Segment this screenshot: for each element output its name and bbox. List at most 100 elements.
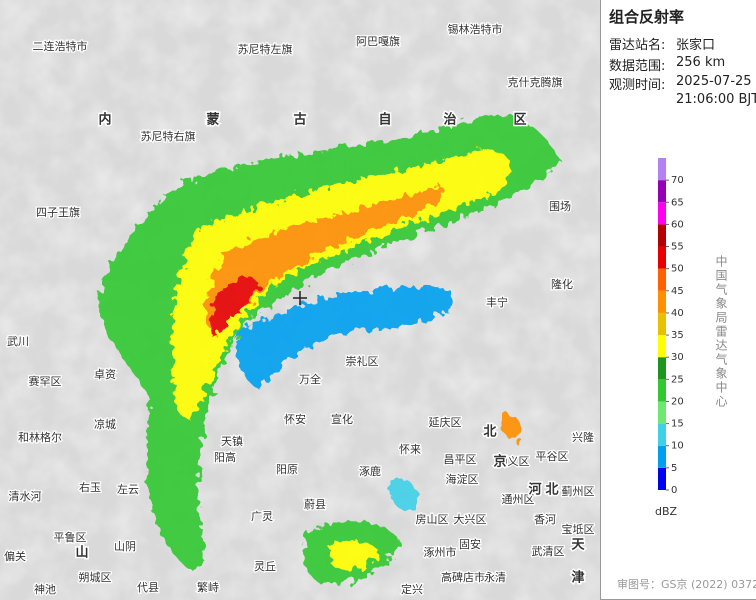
place-label: 神池 — [34, 582, 56, 596]
place-label: 凉城 — [94, 417, 116, 431]
place-label: 蔚县 — [304, 498, 326, 511]
place-label: 定兴 — [401, 582, 423, 596]
legend-swatch — [658, 312, 666, 336]
legend-tick-label: 5 — [671, 463, 677, 474]
legend-swatch — [658, 290, 666, 313]
place-label: 武川 — [7, 335, 29, 348]
place-label: 永清 — [484, 570, 506, 584]
place-label: 隆化 — [551, 277, 573, 291]
credit: 中国气象局雷达气象中心 — [714, 255, 728, 409]
place-label: 平谷区 — [536, 450, 569, 463]
legend-tick-label: 15 — [671, 419, 684, 430]
place-label: 克什克腾旗 — [508, 75, 563, 89]
legend-swatch — [658, 246, 666, 269]
info-panel: 组合反射率 雷达站名: 张家口 数据范围: 256 km 观测时间: 2025-… — [600, 0, 756, 600]
place-label: 涿鹿 — [359, 464, 381, 478]
legend-tick-label: 60 — [671, 219, 684, 230]
legend-swatch — [658, 357, 666, 380]
legend-swatch — [658, 335, 666, 358]
place-label: 丰宁 — [486, 295, 508, 309]
place-label: 蓟州区 — [562, 485, 595, 498]
place-label: 代县 — [137, 581, 159, 594]
place-label: 崇礼区 — [346, 354, 379, 368]
region-label: 津 — [571, 570, 584, 586]
legend-tick-label: 65 — [671, 197, 684, 208]
place-label: 朔城区 — [79, 571, 112, 584]
place-label: 四子王旗 — [36, 205, 80, 219]
place-label: 万全 — [299, 372, 321, 386]
legend-tick-label: 50 — [671, 264, 684, 275]
region-label: 内 — [98, 112, 111, 128]
legend-swatch — [658, 158, 666, 181]
legend-swatch — [658, 423, 666, 446]
place-label: 赛罕区 — [29, 374, 62, 388]
footer: 审图号：GS京 (2022) 0372号 — [617, 578, 756, 591]
region-label: 天 — [571, 538, 585, 553]
place-label: 香河 — [534, 513, 556, 526]
place-label: 和林格尔 — [18, 430, 62, 444]
legend-swatch — [658, 467, 666, 490]
legend-tick-label: 30 — [671, 352, 684, 363]
legend-swatch — [658, 401, 666, 424]
legend-tick-label: 20 — [671, 396, 684, 407]
info-label: 观测时间: — [609, 78, 666, 93]
place-label: 大兴区 — [454, 512, 487, 526]
place-label: 山阴 — [114, 540, 136, 553]
place-label: 苏尼特左旗 — [238, 42, 293, 56]
info-value: 21:06:00 BJT — [676, 92, 756, 107]
place-label: 怀来 — [399, 443, 421, 456]
legend-tick-label: 25 — [671, 374, 684, 385]
region-label: 京 — [493, 454, 506, 470]
place-label: 阳原 — [276, 463, 298, 476]
color-legend: 0 5 10 15 20 25 30 35 40 45 50 55 60 65 70 — [658, 158, 684, 496]
place-label: 武清区 — [532, 545, 565, 558]
info-value: 256 km — [676, 55, 726, 70]
place-label: 苏尼特右旗 — [141, 129, 196, 143]
region-label: 区 — [513, 113, 526, 128]
place-label: 阿巴嘎旗 — [356, 34, 400, 48]
region-label: 山 — [75, 545, 88, 561]
place-label: 左云 — [117, 483, 139, 496]
place-label: 宝坻区 — [562, 522, 595, 536]
region-label: 河 — [528, 482, 541, 498]
info-value: 张家口 — [676, 38, 716, 53]
region-label: 自 — [378, 112, 391, 128]
place-label: 涿州市 — [424, 545, 457, 559]
place-label: 清水河 — [9, 490, 42, 503]
region-label: 古 — [293, 112, 306, 128]
legend-tick-label: 70 — [671, 175, 684, 186]
place-label: 二连浩特市 — [33, 39, 88, 53]
region-label: 北 — [483, 425, 496, 440]
place-label: 灵丘 — [254, 560, 276, 573]
legend-tick-label: 40 — [671, 308, 684, 319]
place-label: 围场 — [549, 199, 571, 213]
legend-tick-label: 55 — [671, 242, 684, 253]
legend-swatch — [658, 445, 666, 468]
legend-swatch — [658, 379, 666, 402]
region-label: 北 — [545, 483, 558, 498]
place-label: 卓资 — [94, 368, 116, 381]
info-value: 2025-07-25 — [676, 74, 752, 89]
place-label: 兴隆 — [572, 430, 594, 444]
legend-swatch — [658, 180, 666, 203]
legend-swatch — [658, 224, 666, 247]
region-label: 治 — [443, 112, 456, 128]
legend-unit: dBZ — [655, 505, 678, 518]
place-label: 海淀区 — [446, 472, 479, 486]
place-label: 宣化 — [331, 412, 353, 426]
legend-tick-label: 0 — [671, 485, 677, 496]
legend-tick-label: 45 — [671, 286, 684, 297]
place-label: 平鲁区 — [54, 530, 87, 544]
crosshair — [293, 291, 307, 305]
place-label: 广灵 — [251, 510, 273, 523]
place-label: 房山区 — [416, 513, 449, 526]
place-label: 顺义区 — [497, 455, 530, 468]
place-label: 繁峙 — [197, 580, 219, 594]
legend-tick-label: 10 — [671, 441, 684, 452]
place-label: 固安 — [459, 537, 481, 551]
place-label: 右玉 — [79, 480, 101, 494]
place-label: 通州区 — [502, 493, 535, 506]
legend-tick-label: 35 — [671, 330, 684, 341]
